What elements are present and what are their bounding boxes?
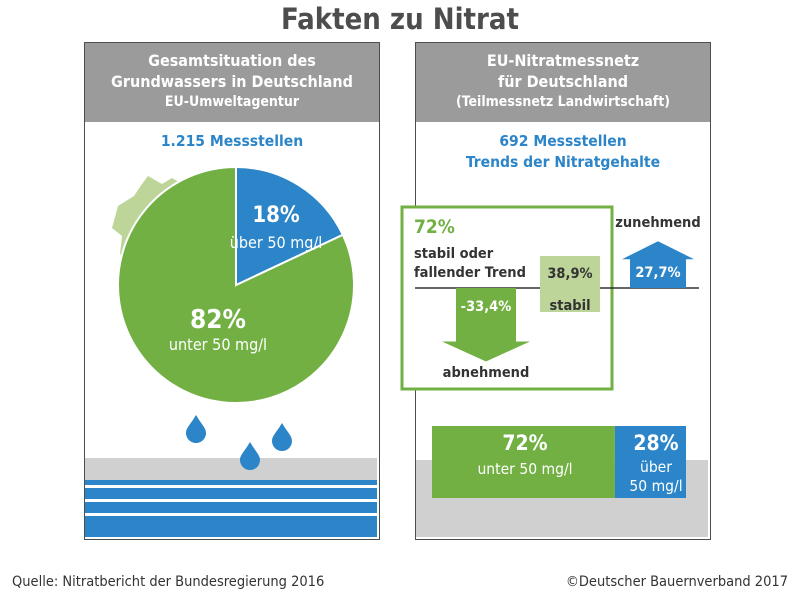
pie-over-label: über 50 mg/l bbox=[230, 233, 323, 252]
trend-box-line1: stabil oder bbox=[414, 246, 494, 262]
left-header-line3: EU-Umweltagentur bbox=[164, 94, 300, 110]
bar-decreasing-arrow bbox=[442, 288, 530, 362]
left-stations-count: 1.215 Messstellen bbox=[160, 132, 304, 150]
right-panel-header: EU-Nitratmessnetz für Deutschland (Teilm… bbox=[416, 43, 710, 122]
bar-decreasing-value: -33,4% bbox=[461, 299, 512, 315]
bar-increasing-label: zunehmend bbox=[615, 215, 700, 231]
pie-chart bbox=[117, 165, 355, 404]
pie-slice-under bbox=[117, 165, 355, 404]
water-stripe bbox=[85, 499, 377, 502]
split-over-label2: 50 mg/l bbox=[629, 477, 682, 495]
water-drop-icon bbox=[272, 423, 292, 451]
right-header-line3: (Teilmessnetz Landwirtschaft) bbox=[456, 94, 670, 110]
split-over-label1: über bbox=[640, 458, 672, 476]
water-band bbox=[85, 480, 377, 537]
trend-box-line2: fallender Trend bbox=[414, 265, 526, 281]
split-under-label: unter 50 mg/l bbox=[477, 460, 572, 478]
split-bar bbox=[432, 426, 686, 498]
water-stripe bbox=[85, 513, 377, 516]
left-water bbox=[85, 480, 377, 537]
bar-stable-label: stabil bbox=[549, 298, 590, 314]
left-header-line2: Grundwassers in Deutschland bbox=[111, 72, 353, 91]
bar-stable-value: 38,9% bbox=[547, 266, 592, 282]
pie-over-pct: 18% bbox=[252, 203, 300, 228]
bar-stable bbox=[540, 255, 600, 313]
trend-bars bbox=[442, 241, 694, 362]
trend-box-pct: 72% bbox=[414, 216, 455, 238]
bar-increasing-arrow bbox=[622, 241, 694, 288]
trend-chart-title: Trends der Nitratgehalte bbox=[465, 153, 661, 171]
pie-under-label: unter 50 mg/l bbox=[169, 335, 267, 354]
split-under-pct: 72% bbox=[502, 431, 547, 455]
pie-under-pct: 82% bbox=[190, 305, 246, 335]
right-header-line1: EU-Nitratmessnetz bbox=[486, 51, 640, 70]
copyright-note: ©Deutscher Bauernverband 2017 bbox=[565, 574, 788, 590]
source-note: Quelle: Nitratbericht der Bundesregierun… bbox=[12, 574, 325, 590]
left-panel-header: Gesamtsituation des Grundwassers in Deut… bbox=[85, 43, 379, 122]
water-stripe bbox=[85, 485, 377, 488]
bar-increasing-value: 27,7% bbox=[635, 265, 680, 281]
split-over-pct: 28% bbox=[633, 431, 678, 455]
bar-decreasing-label: abnehmend bbox=[443, 365, 530, 381]
water-drop-icon bbox=[186, 415, 206, 443]
right-header-line2: für Deutschland bbox=[497, 72, 628, 91]
split-bar-over bbox=[614, 426, 686, 498]
page-title: Fakten zu Nitrat bbox=[281, 2, 519, 36]
left-header-line1: Gesamtsituation des bbox=[148, 51, 316, 70]
pie-slice-over bbox=[235, 165, 345, 287]
split-bar-under bbox=[432, 426, 615, 498]
left-ground bbox=[85, 458, 377, 480]
right-stations-count: 692 Messstellen bbox=[499, 132, 627, 150]
water-drop-icon bbox=[240, 442, 260, 470]
